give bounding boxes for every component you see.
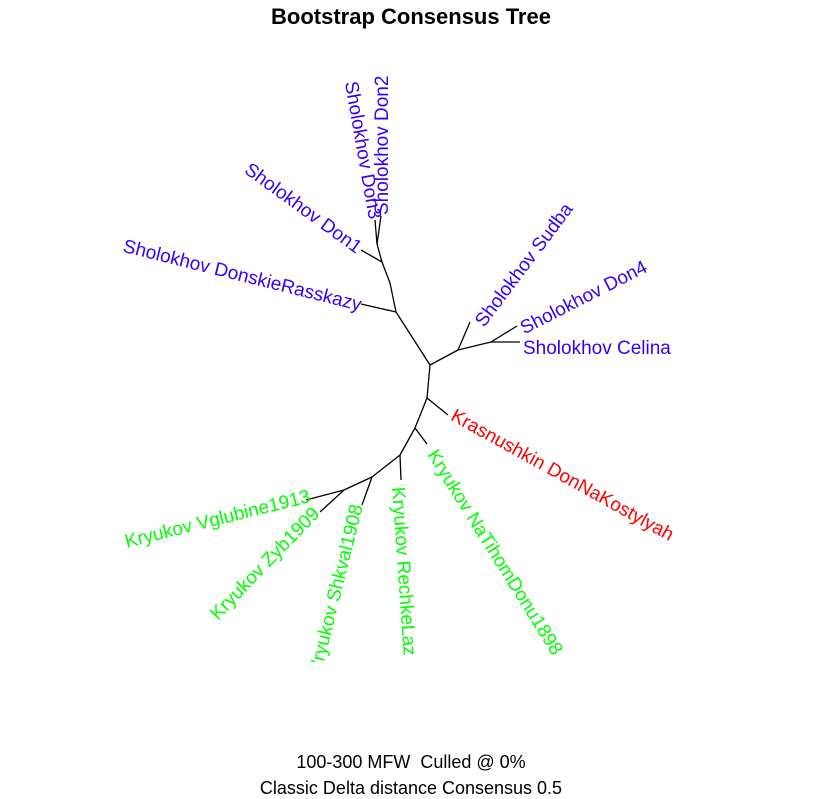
- tree-branch: [371, 454, 401, 478]
- leaf-label-sholokhov: Sholokhov Don1: [240, 159, 365, 258]
- leaf-label-sholokhov: Sholokhov DonskieRasskazy: [121, 236, 364, 316]
- leaf-label-sholokhov: Sholokhov Don2: [372, 76, 393, 215]
- tree-branch: [395, 311, 431, 366]
- tree-branch: [361, 476, 373, 506]
- chart-title: Bootstrap Consensus Tree: [271, 4, 551, 29]
- leaf-label-sholokhov: Sholokhov Celina: [523, 338, 671, 359]
- tree-branch: [376, 215, 382, 245]
- tree-branch: [426, 397, 449, 416]
- tree-branch: [457, 341, 492, 351]
- tree-branch: [429, 349, 459, 366]
- tree-branch: [376, 243, 383, 263]
- tree-branch: [414, 427, 428, 445]
- tree-branch: [374, 219, 378, 245]
- leaf-label-kryukov: 'ryukov Shkval1908: [308, 502, 368, 666]
- tree-branch: [490, 325, 518, 343]
- leaf-label-kryukov: Kryukov RechkeLaz: [387, 486, 420, 656]
- tree-branches: [305, 215, 520, 513]
- tree-branch: [343, 476, 373, 491]
- tree-branch: [389, 282, 397, 313]
- tree-branch: [399, 454, 402, 481]
- tree-branch: [360, 249, 383, 263]
- leaf-label-kryukov: Kryukov NaTihomDonu1898: [423, 446, 567, 659]
- tree-branch: [381, 261, 391, 284]
- tree-branch: [305, 489, 345, 501]
- tree-branch: [319, 489, 345, 513]
- tree-branch: [360, 303, 397, 313]
- caption-mfw: 100-300 MFW Culled @ 0%: [296, 752, 526, 772]
- tree-branch: [399, 427, 416, 456]
- tree-branch: [414, 397, 428, 429]
- caption-distance: Classic Delta distance Consensus 0.5: [259, 778, 563, 798]
- leaf-label-sholokhov: Sholokhov Don4: [517, 257, 651, 339]
- tree-branch: [426, 364, 431, 399]
- tree-branch: [457, 321, 471, 351]
